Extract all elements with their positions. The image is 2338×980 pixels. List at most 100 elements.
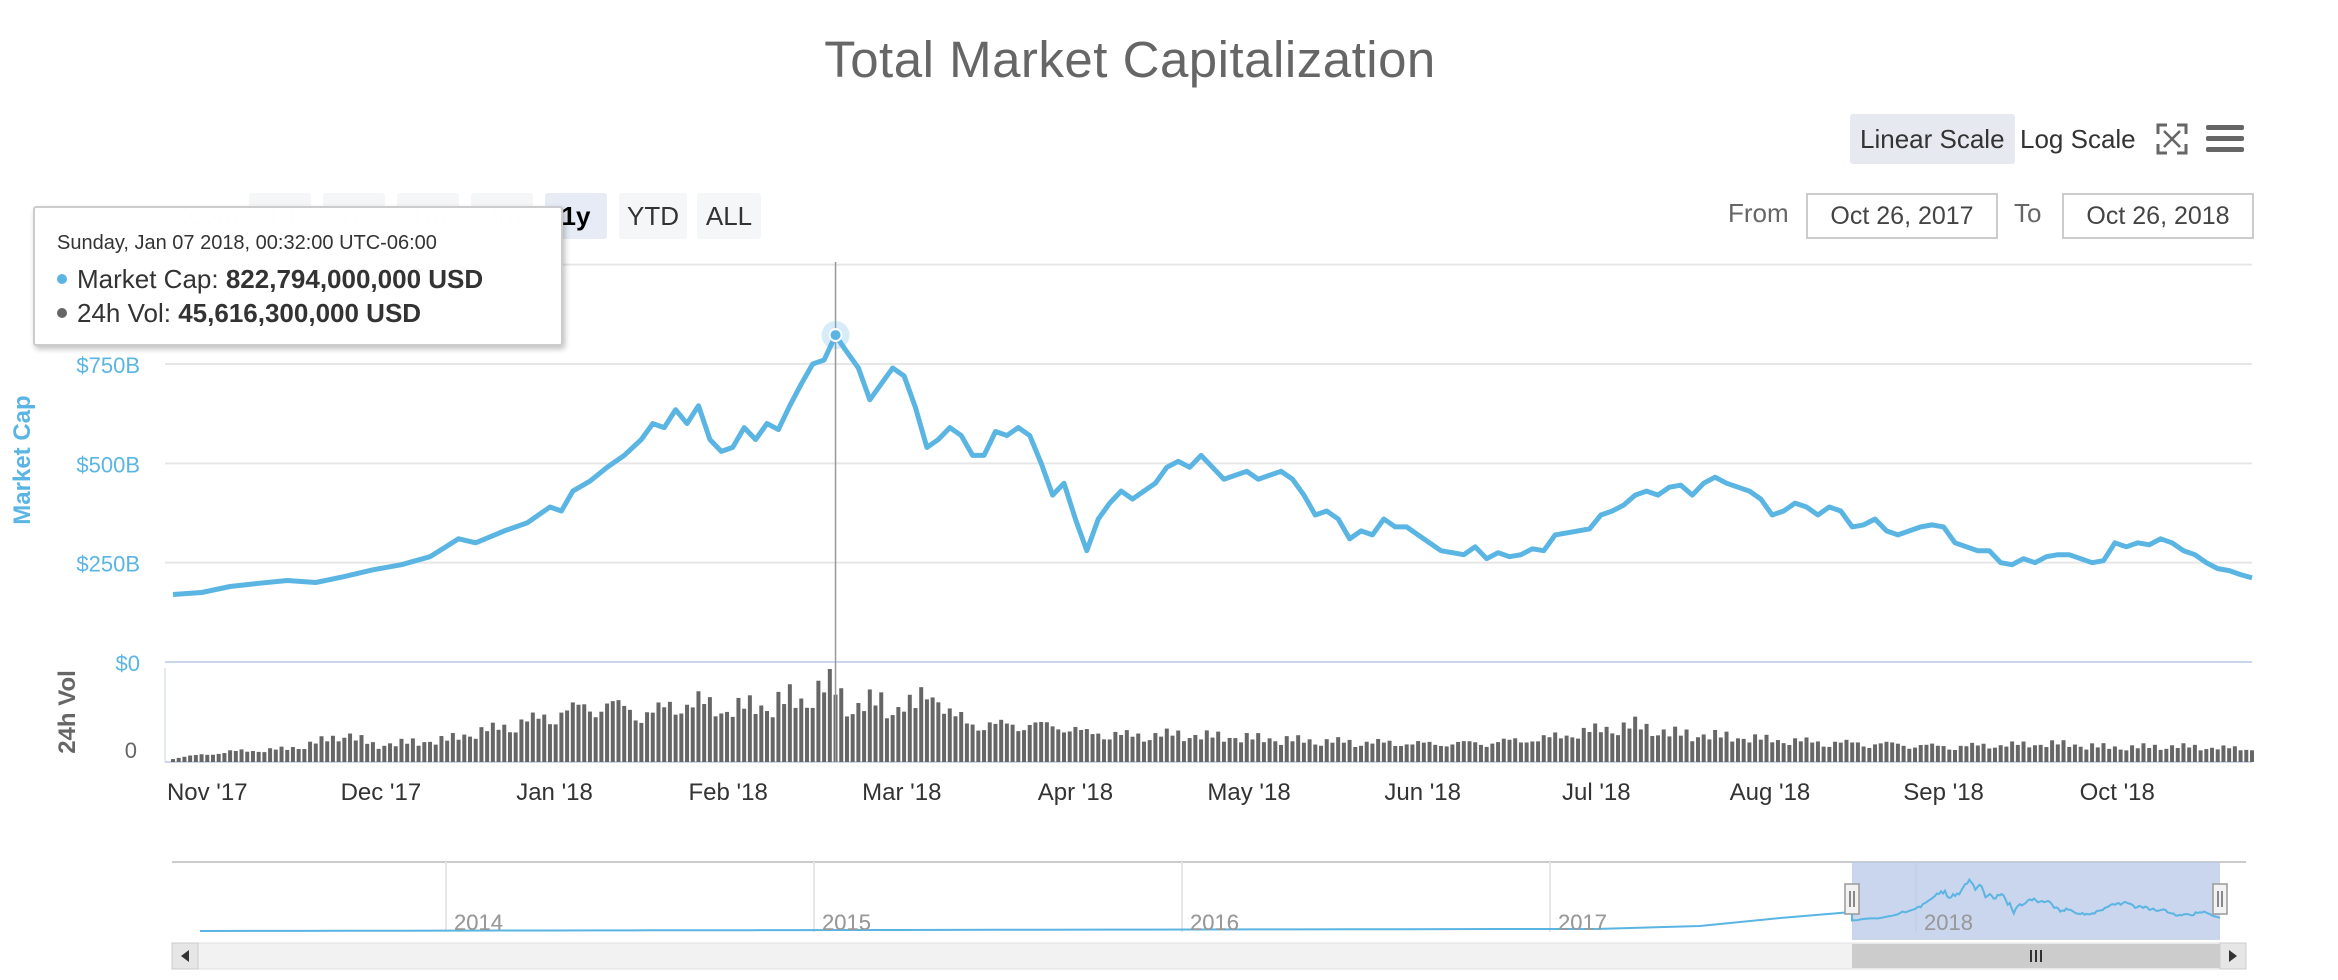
y-tick-label: $0 bbox=[116, 651, 140, 676]
volume-bar bbox=[1370, 743, 1375, 762]
volume-bar bbox=[2175, 748, 2180, 762]
volume-bar bbox=[1684, 729, 1689, 762]
zoom-ytd-button[interactable]: YTD bbox=[619, 193, 687, 239]
volume-bar bbox=[2181, 743, 2186, 762]
volume-bar bbox=[1667, 736, 1672, 762]
hamburger-menu-icon[interactable] bbox=[2206, 124, 2244, 154]
volume-bar bbox=[570, 702, 575, 762]
volume-bar bbox=[233, 750, 238, 762]
volume-bar bbox=[999, 719, 1004, 762]
volume-bar bbox=[2210, 747, 2215, 762]
volume-bar bbox=[690, 707, 695, 762]
volume-bar bbox=[1353, 747, 1358, 762]
volume-bar bbox=[959, 712, 964, 762]
volume-bar bbox=[987, 722, 992, 762]
volume-bar bbox=[171, 759, 175, 762]
volume-bar bbox=[993, 723, 998, 762]
volume-bar bbox=[1279, 744, 1284, 762]
volume-bar bbox=[850, 714, 855, 762]
volume-bar bbox=[2124, 750, 2129, 762]
volume-bar bbox=[1347, 739, 1352, 762]
volume-bar bbox=[1450, 744, 1455, 762]
volume-bar bbox=[1678, 735, 1683, 762]
volume-bar bbox=[336, 741, 341, 762]
fullscreen-icon[interactable] bbox=[2156, 123, 2188, 155]
volume-bar bbox=[313, 743, 318, 762]
volume-bar bbox=[1673, 726, 1678, 762]
to-date-input[interactable]: Oct 26, 2018 bbox=[2062, 193, 2254, 239]
volume-bar bbox=[1324, 739, 1329, 762]
volume-bar bbox=[2090, 743, 2095, 762]
volume-bar bbox=[1027, 724, 1032, 762]
volume-bar bbox=[2084, 749, 2089, 762]
volume-bar bbox=[428, 741, 433, 762]
volume-bar bbox=[2164, 748, 2169, 762]
volume-bar bbox=[1770, 742, 1775, 762]
volume-bar bbox=[759, 705, 764, 762]
tooltip-date: Sunday, Jan 07 2018, 00:32:00 UTC-06:00 bbox=[57, 232, 437, 254]
volume-bar bbox=[913, 708, 918, 762]
volume-bar bbox=[2038, 744, 2043, 762]
volume-bar bbox=[1661, 729, 1666, 762]
volume-bar bbox=[193, 754, 198, 762]
to-label: To bbox=[2014, 198, 2042, 228]
volume-bar bbox=[1975, 745, 1980, 762]
zoom-all-button[interactable]: ALL bbox=[697, 193, 761, 239]
volume-bar bbox=[382, 745, 387, 762]
volume-bar bbox=[376, 748, 381, 762]
volume-bar bbox=[1067, 731, 1072, 762]
volume-bar bbox=[1136, 733, 1141, 762]
linear-scale-button[interactable]: Linear Scale bbox=[1850, 114, 2015, 164]
volume-bar bbox=[365, 743, 370, 762]
volume-bar bbox=[1524, 742, 1529, 762]
volume-bar bbox=[907, 694, 912, 762]
volume-bar bbox=[1090, 734, 1095, 762]
x-tick-label: Aug '18 bbox=[1730, 779, 1811, 806]
volume-bar bbox=[1735, 738, 1740, 762]
volume-bar bbox=[976, 730, 981, 762]
volume-bar bbox=[605, 703, 610, 762]
volume-bar bbox=[1616, 735, 1621, 762]
volume-bar bbox=[753, 713, 758, 762]
volume-bar bbox=[662, 707, 667, 762]
volume-bar bbox=[1570, 737, 1575, 762]
volume-bar bbox=[736, 697, 741, 762]
x-tick-label: Feb '18 bbox=[689, 779, 768, 806]
volume-bar bbox=[2010, 741, 2015, 762]
volume-bar bbox=[1553, 732, 1558, 762]
volume-bar bbox=[473, 738, 478, 762]
volume-bar bbox=[1536, 741, 1541, 762]
volume-bar bbox=[1119, 734, 1124, 762]
volume-bar bbox=[1707, 739, 1712, 762]
volume-bar bbox=[1913, 747, 1918, 762]
volume-bar bbox=[559, 712, 564, 762]
from-date-input[interactable]: Oct 26, 2017 bbox=[1806, 193, 1998, 239]
volume-bar bbox=[1587, 731, 1592, 762]
volume-bar bbox=[2015, 744, 2020, 762]
volume-bar bbox=[2158, 749, 2163, 762]
volume-bar bbox=[1113, 731, 1118, 762]
volume-bar bbox=[553, 724, 558, 762]
volume-bar bbox=[1787, 744, 1792, 762]
volume-bar bbox=[1964, 746, 1969, 762]
volume-bar bbox=[1473, 742, 1478, 762]
log-scale-button[interactable]: Log Scale bbox=[2020, 124, 2136, 154]
highlight-point bbox=[828, 328, 843, 343]
volume-bar bbox=[273, 749, 278, 762]
volume-bar bbox=[1998, 745, 2003, 762]
volume-bar bbox=[685, 704, 690, 762]
navigator-year-label: 2017 bbox=[1558, 910, 1607, 935]
volume-bar bbox=[1016, 731, 1021, 762]
volume-bar bbox=[822, 692, 827, 762]
volume-bar bbox=[1724, 731, 1729, 762]
volume-bar bbox=[1107, 739, 1112, 762]
volume-bar bbox=[2250, 750, 2254, 762]
volume-bar bbox=[702, 704, 707, 762]
x-tick-label: Dec '17 bbox=[341, 779, 422, 806]
volume-bar bbox=[176, 757, 181, 762]
x-tick-label: Jan '18 bbox=[516, 779, 593, 806]
volume-bar bbox=[1204, 730, 1209, 762]
volume-bar bbox=[325, 741, 330, 762]
volume-bar bbox=[1650, 735, 1655, 762]
